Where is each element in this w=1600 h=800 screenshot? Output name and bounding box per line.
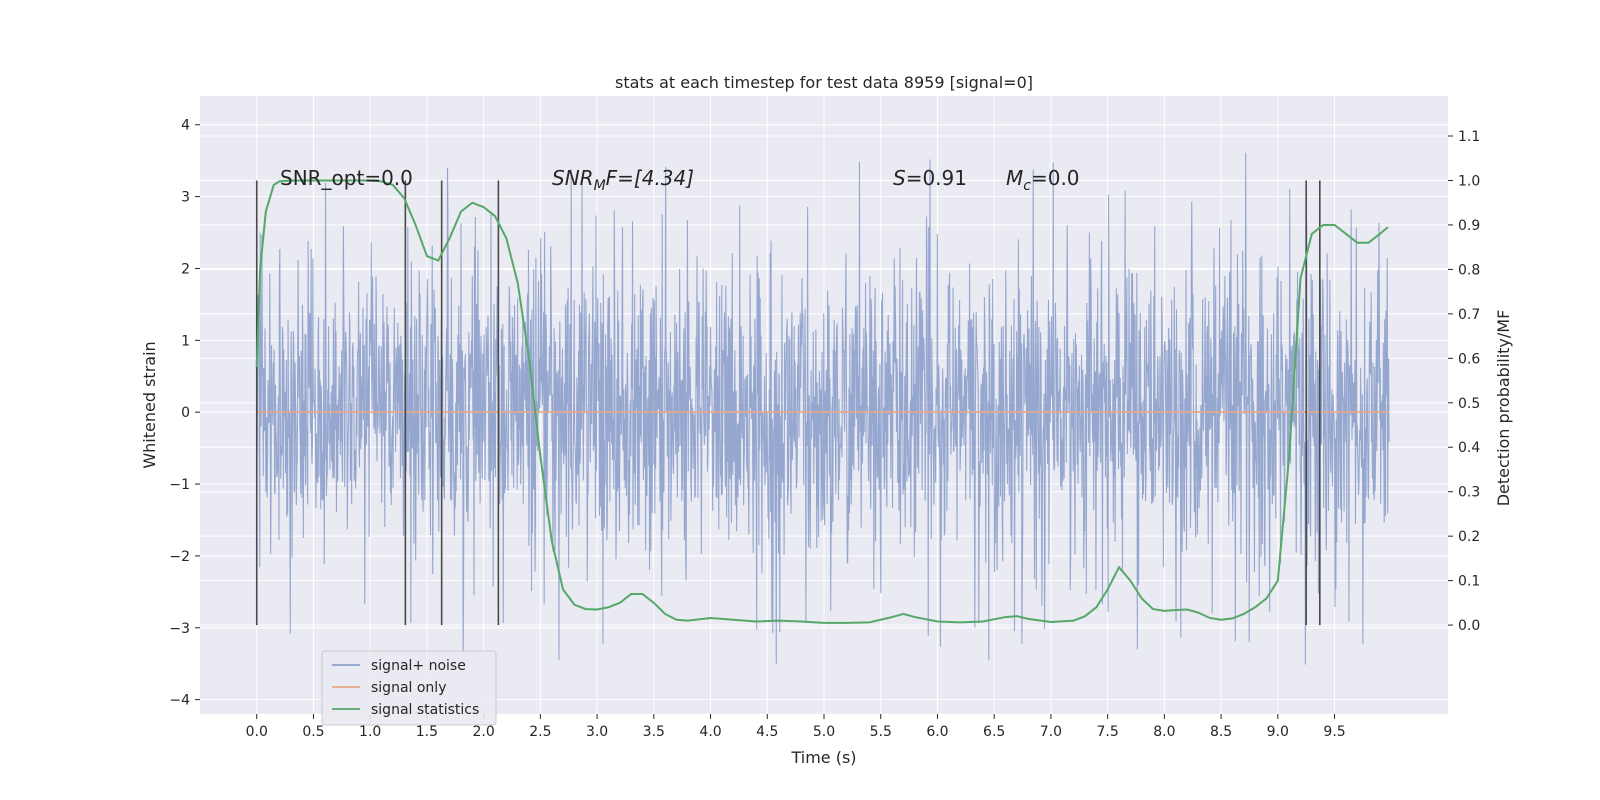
y2-axis-label: Detection probability/MF xyxy=(1494,310,1513,507)
y-tick-label: 1 xyxy=(181,333,190,349)
x-tick-label: 9.0 xyxy=(1267,724,1289,740)
x-tick-label: 7.5 xyxy=(1097,724,1119,740)
y-tick-label: 4 xyxy=(181,118,190,134)
y2-tick-label: 0.5 xyxy=(1458,396,1480,412)
legend-label-signal-only: signal only xyxy=(371,680,446,696)
x-tick-label: 0.5 xyxy=(302,724,324,740)
y2-tick-label: 0.6 xyxy=(1458,351,1480,367)
noise-trace xyxy=(256,152,1390,665)
annotation-s: S=0.91 xyxy=(893,166,967,190)
y-axis-ticks: 4 3 2 1 0 −1 −2 −3 −4 xyxy=(169,118,200,709)
y-axis-label: Whitened strain xyxy=(140,341,159,468)
y2-tick-label: 0.0 xyxy=(1458,618,1480,634)
x-tick-label: 4.0 xyxy=(699,724,721,740)
chart-title: stats at each timestep for test data 895… xyxy=(615,73,1033,92)
y2-tick-label: 0.3 xyxy=(1458,485,1480,501)
y2-tick-label: 0.8 xyxy=(1458,262,1480,278)
annotation-snr-mf: SNRMF=[4.34] xyxy=(552,166,694,194)
x-tick-label: 5.0 xyxy=(813,724,835,740)
x-tick-label: 8.5 xyxy=(1210,724,1232,740)
x-tick-label: 4.5 xyxy=(756,724,778,740)
x-tick-label: 1.0 xyxy=(359,724,381,740)
y-tick-label: 2 xyxy=(181,261,190,277)
x-axis-ticks: 0.0 0.5 1.0 1.5 2.0 2.5 3.0 3.5 4.0 4.5 5.0 5.5 6.0 6… xyxy=(246,714,1346,740)
y2-tick-label: 0.7 xyxy=(1458,307,1480,323)
x-axis-label: Time (s) xyxy=(790,748,856,767)
y2-tick-label: 1.1 xyxy=(1458,129,1480,145)
y-tick-label: −1 xyxy=(169,477,190,493)
detection-markers xyxy=(255,180,1321,626)
y-tick-label: −2 xyxy=(169,549,190,565)
series-signal-plus-noise xyxy=(256,152,1390,665)
x-tick-label: 3.5 xyxy=(643,724,665,740)
legend-label-signal-plus-noise: signal+ noise xyxy=(371,658,466,674)
legend-label-signal-statistics: signal statistics xyxy=(371,702,479,718)
y2-tick-label: 0.1 xyxy=(1458,574,1480,590)
x-tick-label: 3.0 xyxy=(586,724,608,740)
x-tick-label: 0.0 xyxy=(246,724,268,740)
x-tick-label: 2.0 xyxy=(473,724,495,740)
x-tick-label: 6.0 xyxy=(926,724,948,740)
legend: signal+ noise signal only signal statist… xyxy=(321,650,497,726)
y-tick-label: 0 xyxy=(181,405,190,421)
y2-tick-label: 0.2 xyxy=(1458,529,1480,545)
annotation-snr-opt: SNR_opt=0.0 xyxy=(280,166,413,190)
x-tick-label: 2.5 xyxy=(529,724,551,740)
y-tick-label: −4 xyxy=(169,693,190,709)
series-signal-statistics xyxy=(255,179,1389,624)
y2-tick-label: 0.9 xyxy=(1458,218,1480,234)
annotations: SNR_opt=0.0 SNRMF=[4.34] S=0.91 Mc=0.0 xyxy=(280,166,1080,194)
y2-axis-ticks: 1.1 1.0 0.9 0.8 0.7 0.6 0.5 0.4 0.3 0.2 0.1 0.0 xyxy=(1448,129,1480,634)
annotation-mc: Mc=0.0 xyxy=(1006,166,1080,194)
y-tick-label: −3 xyxy=(169,621,190,637)
y2-tick-label: 1.0 xyxy=(1458,173,1480,189)
x-tick-label: 7.0 xyxy=(1040,724,1062,740)
x-tick-label: 9.5 xyxy=(1323,724,1345,740)
y-tick-label: 3 xyxy=(181,190,190,206)
x-tick-label: 6.5 xyxy=(983,724,1005,740)
y2-tick-label: 0.4 xyxy=(1458,440,1480,456)
legend-box xyxy=(321,650,497,726)
x-tick-label: 5.5 xyxy=(870,724,892,740)
x-tick-label: 8.0 xyxy=(1153,724,1175,740)
x-tick-label: 1.5 xyxy=(416,724,438,740)
